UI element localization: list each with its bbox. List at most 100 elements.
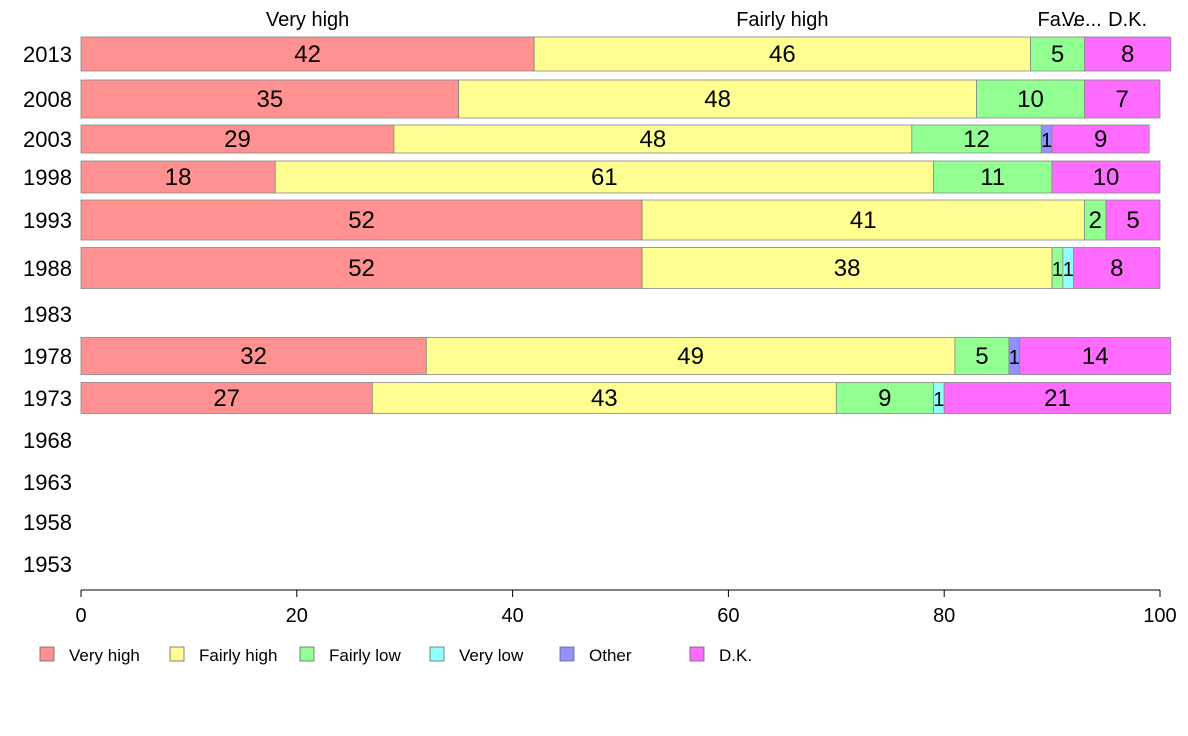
data-label-1973-very-low: 1 (933, 389, 944, 411)
legend-label-d-k-: D.K. (719, 646, 752, 665)
year-label-2003: 2003 (23, 127, 72, 152)
top-label-0: Very high (266, 9, 349, 31)
data-label-1978-very-high: 32 (240, 343, 267, 370)
data-label-1973-very-high: 27 (213, 385, 240, 412)
legend-swatch-fairly-high (169, 646, 185, 662)
legend-label-other: Other (589, 646, 632, 665)
x-axis: 0 20 40 60 80 100 (75, 589, 1177, 627)
x-tick-label-80: 80 (933, 605, 955, 627)
data-label-1988-d-k-: 8 (1110, 255, 1123, 282)
year-label-1958: 1958 (23, 510, 72, 535)
legend-swatch-other (559, 646, 575, 662)
data-label-2008-d-k-: 7 (1116, 86, 1129, 113)
data-label-1973-d-k-: 21 (1044, 385, 1071, 412)
data-label-2013-d-k-: 8 (1121, 41, 1134, 68)
x-tick-label-20: 20 (286, 605, 308, 627)
data-label-2013-very-high: 42 (294, 41, 321, 68)
data-label-2013-fairly-low: 5 (1051, 41, 1064, 68)
data-label-2008-fairly-high: 48 (704, 86, 731, 113)
legend-swatch-fairly-low (299, 646, 315, 662)
legend-label-very-high: Very high (69, 646, 140, 665)
bar-2013-fairly-high (533, 36, 1031, 72)
year-label-2008: 2008 (23, 87, 72, 112)
data-label-2013-fairly-high: 46 (769, 41, 796, 68)
data-label-1998-fairly-low: 11 (980, 164, 1005, 191)
data-label-1993-very-high: 52 (348, 207, 375, 234)
legend-label-very-low: Very low (459, 646, 524, 665)
data-label-1988-fairly-high: 38 (834, 255, 861, 282)
top-label-3: Ve... (1062, 9, 1102, 31)
bar-1988-very-high (80, 247, 643, 289)
bar-1993-d-k- (1105, 199, 1161, 241)
x-tick-label-100: 100 (1143, 605, 1176, 627)
legend-label-fairly-high: Fairly high (199, 646, 277, 665)
data-label-1998-fairly-high: 61 (591, 164, 618, 191)
bar-1973-very-high (80, 382, 373, 414)
year-label-1998: 1998 (23, 165, 72, 190)
legend-swatch-very-low (429, 646, 445, 662)
data-label-2003-d-k-: 9 (1094, 126, 1107, 153)
bar-2013-d-k- (1084, 36, 1172, 72)
data-label-1978-d-k-: 14 (1082, 343, 1109, 370)
legend-label-fairly-low: Fairly low (329, 646, 402, 665)
year-label-1993: 1993 (23, 208, 72, 233)
bar-2003-d-k- (1051, 124, 1150, 154)
data-label-1988-very-low: 1 (1063, 259, 1074, 281)
bar-1998-very-high (80, 160, 276, 194)
legend: Very high Fairly high Fairly low Very low Ot… (39, 646, 752, 665)
year-label-1968: 1968 (23, 428, 72, 453)
year-label-1978: 1978 (23, 344, 72, 369)
year-label-1953: 1953 (23, 552, 72, 577)
year-label-1963: 1963 (23, 470, 72, 495)
data-label-1993-fairly-low: 2 (1089, 207, 1102, 234)
bar-2003-fairly-low (911, 124, 1042, 154)
legend-swatch-d-k- (689, 646, 705, 662)
bar-1973-fairly-high (371, 382, 837, 414)
bar-1988-fairly-high (641, 247, 1053, 289)
top-label-1: Fairly high (736, 9, 828, 31)
data-label-1988-very-high: 52 (348, 255, 375, 282)
data-label-1978-fairly-high: 49 (677, 343, 704, 370)
year-label-1983: 1983 (23, 302, 72, 327)
data-label-1988-fairly-low: 1 (1052, 259, 1063, 281)
x-tick-label-60: 60 (717, 605, 739, 627)
bar-1973-fairly-low (835, 382, 934, 414)
bar-2008-fairly-high (458, 79, 977, 119)
year-label-1988: 1988 (23, 256, 72, 281)
bar-1978-very-high (80, 337, 427, 375)
data-label-1973-fairly-high: 43 (591, 385, 618, 412)
x-tick-label-40: 40 (501, 605, 523, 627)
bar-1993-very-high (80, 199, 643, 241)
legend-swatch-very-high (39, 646, 55, 662)
data-label-2003-fairly-high: 48 (640, 126, 667, 153)
data-label-1978-other: 1 (1009, 347, 1020, 369)
top-label-2: Fa... (1037, 9, 1077, 31)
bar-2008-very-high (80, 79, 460, 119)
data-label-1998-d-k-: 10 (1093, 164, 1120, 191)
bar-1978-d-k- (1019, 337, 1172, 375)
bar-2003-very-high (80, 124, 395, 154)
data-label-1998-very-high: 18 (165, 164, 192, 191)
year-labels: 2013 2008 2003 1998 1993 1988 1983 1978 1973 1968… (23, 42, 72, 577)
bar-1988-d-k- (1073, 247, 1161, 289)
data-label-1973-fairly-low: 9 (878, 385, 891, 412)
year-label-1973: 1973 (23, 386, 72, 411)
bar-1998-d-k- (1051, 160, 1161, 194)
year-label-2013: 2013 (23, 42, 72, 67)
data-label-1993-d-k-: 5 (1126, 207, 1139, 234)
bar-1978-fairly-high (425, 337, 956, 375)
top-label-4: D.K. (1108, 9, 1147, 31)
bar-1998-fairly-low (933, 160, 1053, 194)
data-label-1978-fairly-low: 5 (975, 343, 988, 370)
data-label-2008-fairly-low: 10 (1017, 86, 1044, 113)
bar-2008-fairly-low (976, 79, 1085, 119)
bar-1978-fairly-low (954, 337, 1010, 375)
data-label-1993-fairly-high: 41 (850, 207, 877, 234)
bar-2003-fairly-high (393, 124, 913, 154)
data-label-2008-very-high: 35 (256, 86, 283, 113)
bar-1973-d-k- (943, 382, 1172, 414)
bar-1998-fairly-high (274, 160, 934, 194)
data-label-2003-other: 1 (1041, 130, 1052, 152)
top-segment-labels: Very high Fairly high Fa...Ve... D.K. (266, 9, 1147, 31)
